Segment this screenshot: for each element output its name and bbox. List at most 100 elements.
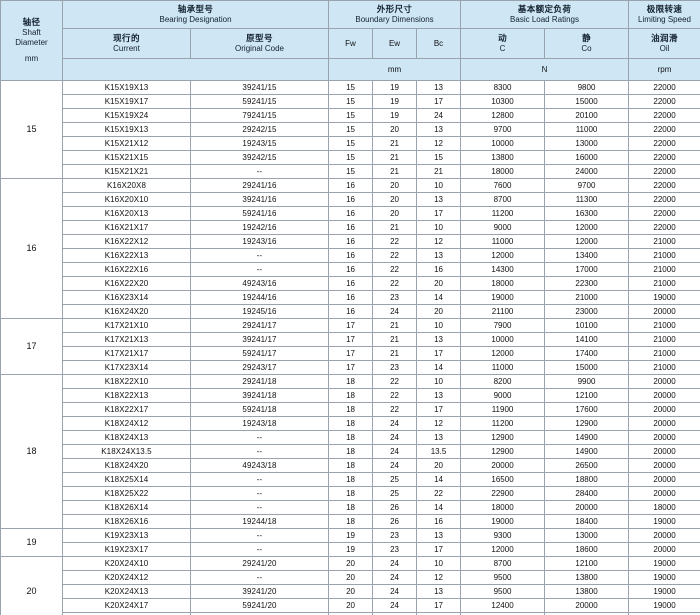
load-rating-static: 10100 (544, 318, 630, 333)
limiting-speed-oil: 20000 (628, 528, 700, 543)
dimension-fw: 15 (328, 164, 374, 179)
table-row: K15X19X13 29242/15 15 20 13 9700 11000 22000 (1, 122, 700, 137)
bearing-current-code: K15X21X21 (62, 164, 191, 179)
dimension-ew: 21 (372, 318, 418, 333)
bearing-current-code: K16X22X20 (62, 276, 191, 291)
table-row: K15X19X24 79241/15 15 19 24 12800 20100 22000 (1, 108, 700, 123)
load-rating-dynamic: 7900 (460, 318, 546, 333)
bearing-original-code: 39242/15 (189, 150, 330, 165)
dimension-bc: 16 (416, 262, 462, 277)
shaft-diameter-cell: 17 (0, 318, 63, 375)
limiting-speed-oil: 21000 (628, 332, 700, 347)
dimension-bc: 17 (416, 206, 462, 221)
dimension-fw: 18 (328, 514, 374, 529)
table-header: 轴径 Shaft Diameter mm 轴承型号 Bearing Design… (0, 0, 700, 81)
load-rating-static: 14900 (544, 430, 630, 445)
dimension-fw: 19 (328, 528, 374, 543)
dimension-fw: 20 (328, 584, 374, 599)
dimension-bc: 14 (416, 500, 462, 515)
load-rating-static: 9800 (544, 80, 630, 95)
dimension-ew: 21 (372, 332, 418, 347)
dimension-bc: 13 (416, 584, 462, 599)
load-rating-static: 22300 (544, 276, 630, 291)
load-rating-static: 12100 (544, 388, 630, 403)
dimension-bc: 12 (416, 416, 462, 431)
table-row: K17X21X13 39241/17 17 21 13 10000 14100 21000 (1, 332, 700, 347)
dimension-fw: 15 (328, 136, 374, 151)
table-row: K18X25X14 -- 18 25 14 16500 18800 20000 (1, 472, 700, 487)
limiting-speed-oil: 22000 (628, 136, 700, 151)
dimension-bc: 17 (416, 94, 462, 109)
limiting-speed-oil: 19000 (628, 598, 700, 613)
bearing-current-code: K18X25X14 (62, 472, 191, 487)
dimension-fw: 20 (328, 570, 374, 585)
table-row: 18 K18X22X10 29241/18 18 22 10 8200 9900 20000 (0, 374, 700, 529)
bearing-original-code: -- (189, 164, 330, 179)
limiting-speed-oil: 20000 (628, 444, 700, 459)
header-designation-unit-blank (61, 58, 330, 81)
load-rating-static: 20000 (544, 500, 630, 515)
dimension-ew: 22 (372, 234, 418, 249)
limiting-speed-oil: 22000 (628, 206, 700, 221)
dimension-bc: 10 (416, 220, 462, 235)
header-dynamic-load: 动 C (460, 28, 546, 59)
header-limiting-speed-en: Limiting Speed (638, 15, 691, 25)
dimension-bc: 12 (416, 570, 462, 585)
dimension-bc: 10 (416, 556, 462, 571)
table-row: K18X22X17 59241/18 18 22 17 11900 17600 20000 (1, 402, 700, 417)
header-load-unit: N (460, 58, 630, 81)
dimension-fw: 16 (328, 234, 374, 249)
bearing-current-code: K16X22X13 (62, 248, 191, 263)
dimension-ew: 21 (372, 136, 418, 151)
dimension-ew: 24 (372, 598, 418, 613)
load-rating-static: 11000 (544, 122, 630, 137)
table-row: K16X21X17 19242/16 16 21 10 9000 12000 22000 (1, 220, 700, 235)
load-rating-static: 18400 (544, 514, 630, 529)
bearing-current-code: K18X22X17 (62, 402, 191, 417)
dimension-fw: 17 (328, 332, 374, 347)
bearing-original-code: 39241/18 (189, 388, 330, 403)
bearing-original-code: 59241/16 (189, 206, 330, 221)
bearing-original-code: 29241/20 (189, 556, 330, 571)
header-current-en: Current (113, 44, 140, 54)
dimension-ew: 24 (372, 458, 418, 473)
dimension-ew: 22 (372, 374, 418, 389)
limiting-speed-oil: 22000 (628, 164, 700, 179)
header-bearing-designation-en: Bearing Designation (159, 15, 232, 25)
bearing-original-code: 59241/15 (189, 94, 330, 109)
limiting-speed-oil: 20000 (628, 430, 700, 445)
header-boundary-dimensions: 外形尺寸 Boundary Dimensions (328, 0, 462, 29)
load-rating-static: 14100 (544, 332, 630, 347)
header-oil-en: Oil (659, 44, 670, 54)
dimension-fw: 15 (328, 108, 374, 123)
limiting-speed-oil: 20000 (628, 388, 700, 403)
bearing-current-code: K17X23X14 (62, 360, 191, 375)
bearing-original-code: 49243/18 (189, 458, 330, 473)
load-rating-dynamic: 10000 (460, 332, 546, 347)
dimension-ew: 24 (372, 556, 418, 571)
dimension-ew: 21 (372, 150, 418, 165)
table-row: K18X25X22 -- 18 25 22 22900 28400 20000 (1, 486, 700, 501)
limiting-speed-oil: 21000 (628, 262, 700, 277)
limiting-speed-oil: 19000 (628, 290, 700, 305)
limiting-speed-oil: 22000 (628, 150, 700, 165)
dimension-bc: 13 (416, 248, 462, 263)
bearing-current-code: K19X23X17 (62, 542, 191, 557)
dimension-fw: 17 (328, 346, 374, 361)
dimension-fw: 15 (328, 122, 374, 137)
dimension-ew: 22 (372, 248, 418, 263)
limiting-speed-oil: 22000 (628, 80, 700, 95)
header-basic-load-ratings-cn: 基本额定负荷 (517, 3, 572, 14)
load-rating-static: 16300 (544, 206, 630, 221)
bearing-current-code: K16X23X14 (62, 290, 191, 305)
load-rating-dynamic: 9000 (460, 220, 546, 235)
bearing-original-code: 29241/17 (189, 318, 330, 333)
header-boundary-dimensions-en: Boundary Dimensions (355, 15, 434, 25)
table-row: K19X23X17 -- 19 23 17 12000 18600 20000 (1, 542, 700, 557)
dimension-bc: 17 (416, 542, 462, 557)
header-dimensions-unit: mm (328, 58, 462, 81)
table-row: K16X22X13 -- 16 22 13 12000 13400 21000 (1, 248, 700, 263)
dimension-ew: 26 (372, 514, 418, 529)
header-shaft-diameter: 轴径 Shaft Diameter mm (0, 0, 63, 81)
